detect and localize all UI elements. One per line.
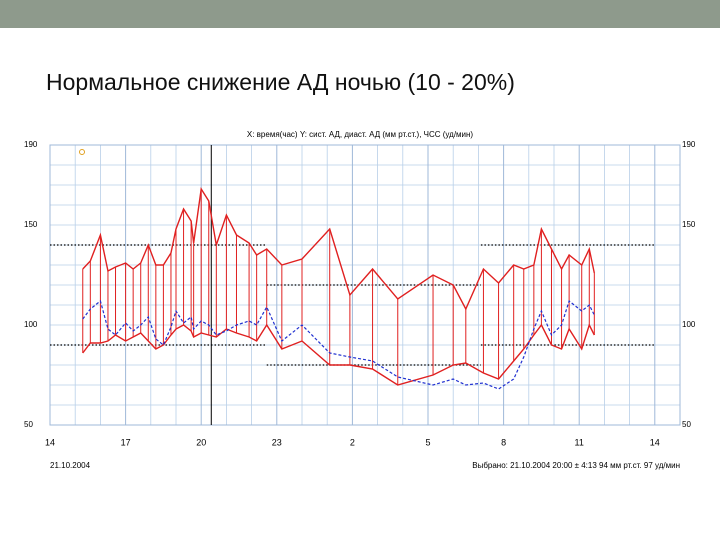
x-tick-label: 8 [501,437,506,447]
y-tick-label: 150 [24,220,38,229]
chart-title: X: время(час) Y: сист. АД, диаст. АД (мм… [247,130,474,139]
series-line [82,299,595,390]
x-tick-label: 20 [196,437,206,447]
y2-tick-label: 190 [682,140,696,149]
x-tick-label: 14 [45,437,55,447]
y-tick-label: 100 [24,320,38,329]
x-tick-label: 2 [350,437,355,447]
series-line [82,187,596,311]
x-tick-label: 5 [425,437,430,447]
x-tick-label: 14 [650,437,660,447]
y-tick-label: 50 [24,420,33,429]
y-tick-label: 190 [24,140,38,149]
top-bar [0,0,720,28]
slide-title: Нормальное снижение АД ночью (10 - 20%) [46,69,515,95]
x-tick-label: 23 [272,437,282,447]
footer: Выбрано: 21.10.2004 20:00 ± 4:13 94 мм р… [472,461,680,470]
plot-frame [49,144,681,426]
x-tick-label: 17 [121,437,131,447]
icon [79,149,85,155]
y2-tick-label: 50 [682,420,691,429]
y2-tick-label: 150 [682,220,696,229]
date-label: 21.10.2004 [50,461,91,470]
y2-tick-label: 100 [682,320,696,329]
x-tick-label: 11 [575,437,584,447]
